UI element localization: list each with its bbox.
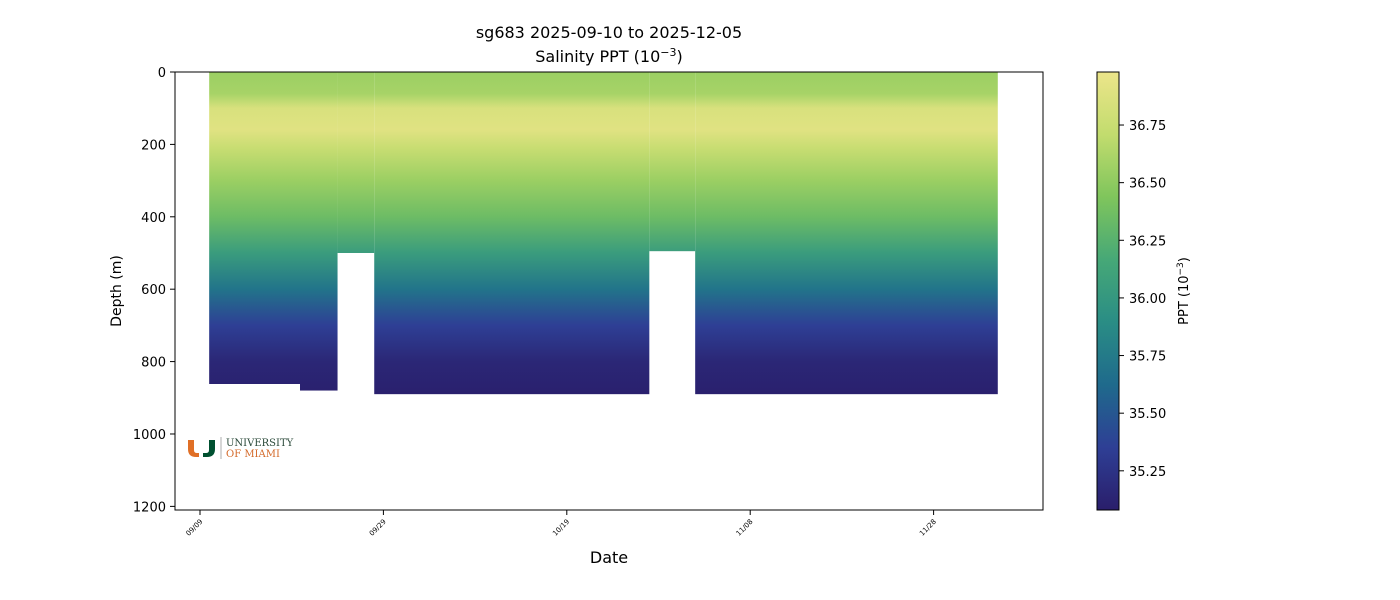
colorbar-tick-label: 36.50 — [1129, 177, 1166, 192]
colorbar-label: PPT (10−3) — [1176, 257, 1192, 325]
colorbar-axis: 35.25 35.50 35.75 36.00 36.25 36.50 36.75 — [1119, 119, 1166, 480]
colorbar-label-suffix: ) — [1177, 257, 1192, 262]
u-logo-right — [203, 440, 215, 457]
x-axis: 09/09 09/29 10/19 11/08 11/28 — [184, 510, 938, 538]
colorbar-tick-label: 35.25 — [1129, 465, 1166, 480]
coverage-segment-3 — [649, 72, 696, 252]
y-tick-label: 1000 — [133, 428, 166, 443]
u-logo-icon — [188, 440, 215, 457]
coverage-segment-0 — [209, 72, 338, 391]
y-axis-label: Depth (m) — [109, 255, 125, 327]
u-logo-left — [188, 440, 199, 457]
y-axis: 0 200 400 600 800 1000 1200 — [133, 66, 175, 515]
colorbar-tick-label: 36.25 — [1129, 234, 1166, 249]
x-tick-label: 10/19 — [551, 518, 571, 538]
colorbar-label-prefix: PPT (10 — [1177, 275, 1192, 324]
chart-title: sg683 2025-09-10 to 2025-12-05 — [476, 23, 742, 42]
x-tick-label: 09/09 — [184, 518, 204, 538]
y-tick-label: 0 — [158, 66, 166, 81]
chart-subtitle: Salinity PPT (10−3) — [535, 46, 683, 66]
university-logo: UNIVERSITY OF MIAMI — [176, 384, 300, 509]
colorbar-tick-label: 36.75 — [1129, 119, 1166, 134]
y-tick-label: 1200 — [133, 500, 166, 515]
coverage-segment-1 — [337, 72, 375, 253]
colorbar-tick-label: 35.50 — [1129, 407, 1166, 422]
x-tick-label: 11/28 — [918, 518, 938, 538]
colorbar-tick-label: 36.00 — [1129, 292, 1166, 307]
y-tick-label: 200 — [141, 138, 166, 153]
x-tick-label: 11/08 — [735, 518, 755, 538]
colorbar-tick-label: 35.75 — [1129, 350, 1166, 365]
colorbar-label-exponent: −3 — [1176, 262, 1186, 275]
y-tick-label: 400 — [141, 211, 166, 226]
y-tick-label: 800 — [141, 356, 166, 371]
subtitle-prefix: Salinity PPT (10 — [535, 47, 660, 66]
colorbar — [1096, 71, 1120, 511]
plot-frame — [174, 71, 1044, 511]
logo-line1: UNIVERSITY — [226, 438, 294, 449]
x-tick-label: 09/29 — [368, 518, 388, 538]
logo-background — [176, 384, 300, 509]
heatmap-area — [209, 72, 998, 395]
coverage-segment-4 — [695, 72, 998, 395]
logo-line2: OF MIAMI — [226, 449, 280, 460]
x-axis-label: Date — [590, 548, 628, 567]
subtitle-exponent: −3 — [660, 46, 676, 59]
y-tick-label: 600 — [141, 283, 166, 298]
coverage-segment-2 — [374, 72, 650, 395]
subtitle-suffix: ) — [677, 47, 683, 66]
